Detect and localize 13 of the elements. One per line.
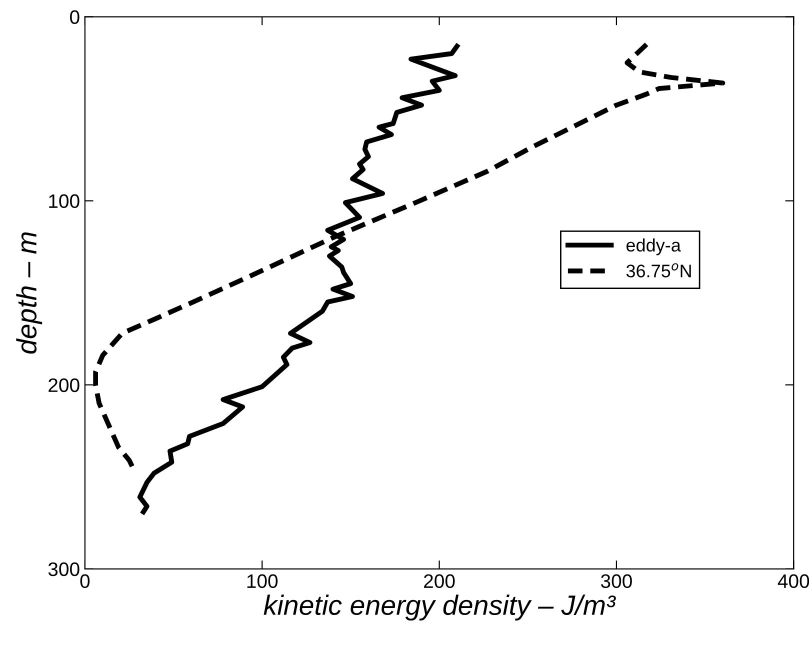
x-tick-label: 300 (600, 574, 632, 588)
y-tick-label: 100 (49, 194, 80, 208)
y-tick-label: 300 (48, 562, 80, 576)
x-tick-label: 100 (247, 574, 278, 588)
legend-label: 36.75$^{o}$N (626, 263, 691, 278)
y-tick-label: 0 (70, 10, 80, 24)
y-axis-title: depth – m (16, 232, 42, 354)
y-tick-label: 200 (48, 378, 80, 392)
x-axis-title: kinetic energy density – J/m³ (264, 594, 616, 621)
legend-label: eddy-a (626, 238, 681, 256)
x-tick-label: 0 (80, 574, 90, 588)
x-tick-label: 200 (424, 574, 455, 588)
x-tick-label: 400 (778, 574, 809, 588)
